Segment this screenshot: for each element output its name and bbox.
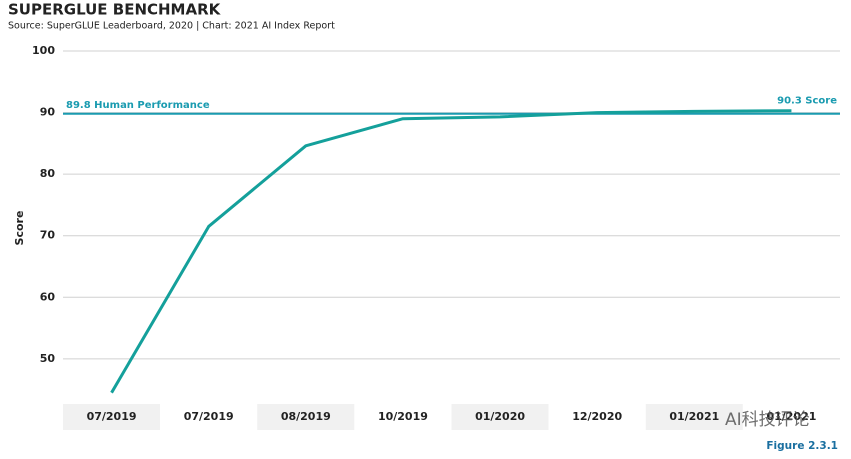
watermark: AI科技评论 — [725, 410, 810, 430]
y-tick-label: 90 — [40, 106, 56, 119]
x-tick-label: 07/2019 — [184, 410, 234, 423]
y-tick-label: 50 — [40, 352, 56, 365]
x-tick-label: 08/2019 — [281, 410, 331, 423]
x-tick-label: 10/2019 — [378, 410, 428, 423]
x-tick-label: 12/2020 — [572, 410, 622, 423]
category-band — [742, 404, 840, 430]
category-band — [63, 404, 161, 430]
reference-label: 89.8 Human Performance — [66, 100, 210, 111]
category-band — [160, 404, 258, 430]
end-annotation: 90.3 Score — [777, 96, 837, 107]
category-band — [548, 404, 646, 430]
x-tick-label: 01/2021 — [669, 410, 719, 423]
y-tick-label: 80 — [40, 167, 56, 180]
figure-label: Figure 2.3.1 — [766, 440, 838, 452]
category-band — [645, 404, 743, 430]
y-tick-label: 100 — [32, 44, 55, 57]
chart-subtitle: Source: SuperGLUE Leaderboard, 2020 | Ch… — [8, 21, 335, 32]
category-band — [354, 404, 452, 430]
category-band — [451, 404, 549, 430]
y-tick-label: 60 — [40, 290, 56, 303]
category-band — [257, 404, 355, 430]
x-tick-label: 07/2019 — [87, 410, 137, 423]
y-tick-label: 70 — [40, 229, 56, 242]
chart-title: SUPERGLUE BENCHMARK — [8, 1, 222, 19]
x-tick-label: 01/2021 — [766, 410, 816, 423]
x-tick-label: 01/2020 — [475, 410, 525, 423]
data-line — [110, 109, 792, 394]
y-axis-label: Score — [13, 211, 26, 246]
